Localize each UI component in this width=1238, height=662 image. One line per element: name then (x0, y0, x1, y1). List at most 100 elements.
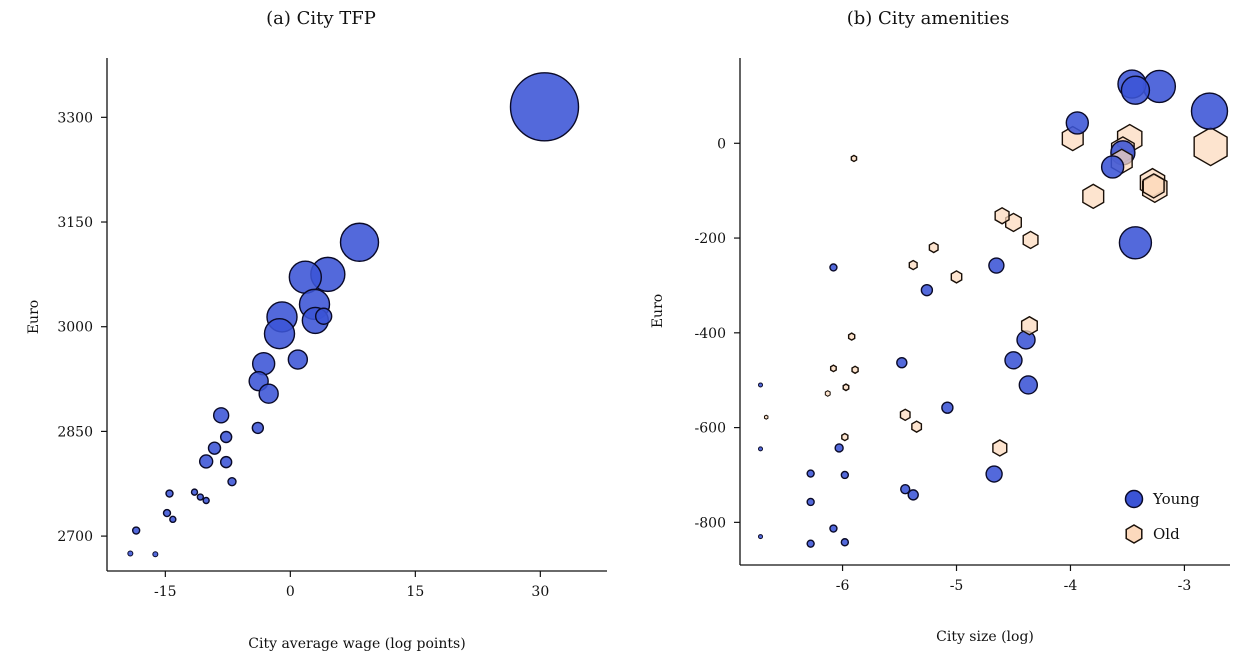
tfp-point (339, 222, 380, 262)
panel-city-tfp: (a) City TFP -15 0 15 30 2700 2850 3000 3150 33… (26, 8, 607, 652)
panel-a-x-ticks: -15 0 15 30 (154, 571, 549, 600)
tfp-point (212, 407, 230, 424)
panel-b-x-tick-label: -5 (950, 578, 964, 594)
tfp-point (198, 454, 214, 469)
old-point (911, 420, 923, 433)
old-point (1193, 126, 1228, 167)
panel-b-x-ticks: -6 -5 -4 -3 (836, 565, 1192, 594)
young-point (985, 465, 1003, 483)
panel-a-y-label: Euro (26, 300, 42, 334)
tfp-point (169, 515, 177, 524)
young-point (1120, 75, 1151, 105)
panel-b-x-tick-label: -4 (1064, 578, 1078, 594)
tfp-point (258, 383, 279, 404)
panel-b-y-label: Euro (650, 294, 666, 328)
legend-old-marker (1125, 524, 1143, 544)
tfp-point (314, 307, 333, 325)
young-point (806, 539, 815, 548)
panel-city-amenities: (b) City amenities -6 -5 -4 -3 -800 -600 -400… (650, 8, 1230, 645)
young-point (907, 489, 919, 501)
young-point (806, 497, 815, 507)
tfp-point (219, 430, 233, 444)
tfp-point (287, 349, 309, 370)
young-point (920, 283, 934, 297)
tfp-point (152, 551, 159, 558)
old-point (847, 332, 856, 341)
tfp-point (263, 317, 296, 350)
old-point (908, 259, 918, 271)
young-point (840, 538, 850, 547)
panel-a-title: (a) City TFP (266, 8, 376, 29)
tfp-point (127, 550, 134, 557)
young-point (896, 356, 908, 369)
panel-b-y-tick-label: -600 (695, 421, 726, 437)
panel-a-plot-area (127, 72, 580, 558)
panel-b-x-label: City size (log) (936, 629, 1034, 645)
panel-a-x-tick-label: 0 (286, 584, 295, 600)
panel-a-y-tick-label: 3150 (57, 215, 93, 231)
old-point (842, 383, 850, 392)
old-point (1022, 230, 1039, 250)
old-point (763, 414, 769, 420)
panel-a-x-tick-label: 15 (406, 584, 424, 600)
tfp-point (190, 488, 199, 496)
old-point (1082, 183, 1105, 210)
tfp-point (288, 260, 323, 294)
panel-a-y-tick-label: 2700 (57, 529, 93, 545)
old-point (824, 390, 831, 397)
young-point (1118, 226, 1153, 260)
old-point (899, 408, 911, 422)
panel-b-y-ticks: -800 -600 -400 -200 0 (695, 136, 740, 531)
young-point (829, 263, 838, 272)
young-point (1065, 111, 1090, 135)
young-point (1190, 92, 1229, 130)
panel-a-y-ticks: 2700 2850 3000 3150 3300 (57, 110, 107, 545)
panel-b-x-tick-label: -3 (1178, 578, 1192, 594)
old-point (994, 206, 1010, 225)
tfp-point (207, 441, 222, 455)
old-point (1020, 315, 1038, 336)
tfp-point (165, 489, 174, 498)
tfp-point (131, 526, 141, 535)
young-point (900, 483, 911, 495)
panel-b-plot-area (758, 69, 1229, 548)
tfp-point (251, 421, 265, 435)
young-point (829, 524, 838, 533)
old-point (851, 365, 859, 375)
young-point (806, 469, 815, 478)
panel-a-y-tick-label: 3000 (57, 320, 93, 336)
legend: Young Old (1124, 489, 1200, 544)
young-point (758, 534, 764, 540)
panel-b-y-tick-label: -800 (695, 515, 726, 531)
young-point (1018, 375, 1039, 395)
panel-a-y-tick-label: 2850 (57, 424, 93, 440)
panel-b-y-tick-label: 0 (717, 136, 726, 152)
legend-young-marker (1124, 489, 1144, 509)
tfp-point (162, 508, 172, 518)
old-point (829, 364, 837, 373)
legend-old-label: Old (1153, 525, 1180, 543)
panel-b-title: (b) City amenities (847, 8, 1010, 29)
panel-b-y-tick-label: -400 (695, 326, 726, 342)
old-point (850, 154, 858, 163)
tfp-point (202, 496, 210, 505)
tfp-point (219, 455, 233, 469)
young-point (988, 257, 1005, 274)
old-point (1142, 173, 1165, 199)
young-point (1004, 351, 1023, 370)
old-point (928, 241, 939, 254)
old-point (841, 432, 849, 442)
old-point (950, 270, 963, 284)
legend-young-label: Young (1152, 490, 1200, 508)
panel-a-x-tick-label: 30 (531, 584, 549, 600)
panel-a-x-label: City average wage (log points) (248, 636, 465, 652)
panel-b-y-tick-label: -200 (695, 231, 726, 247)
young-point (758, 382, 764, 388)
tfp-point (227, 476, 237, 487)
young-point (941, 401, 954, 414)
tfp-point (509, 72, 580, 142)
old-point (992, 439, 1008, 457)
tfp-point (196, 493, 205, 501)
panel-a-x-tick-label: -15 (154, 584, 177, 600)
